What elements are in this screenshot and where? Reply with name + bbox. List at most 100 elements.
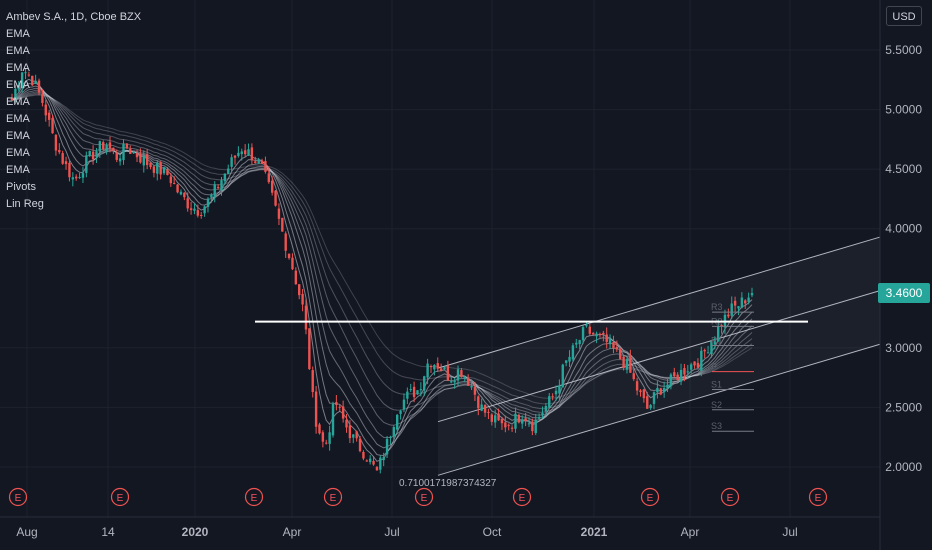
candle-body-25 <box>95 151 98 157</box>
candle-219 <box>750 287 754 298</box>
candle-body-133 <box>460 370 463 377</box>
candle-144 <box>497 408 500 421</box>
candle-194 <box>666 379 669 392</box>
channel-line-1 <box>437 290 881 423</box>
candle-body-87 <box>304 305 308 330</box>
candle-body-3 <box>20 72 24 88</box>
candle-body-159 <box>548 396 551 408</box>
candle-body-112 <box>389 436 392 439</box>
candle-body-39 <box>142 156 145 166</box>
candle-body-16 <box>64 161 68 165</box>
x-tick-4: Jul <box>384 525 399 539</box>
candle-body-119 <box>412 386 416 398</box>
candle-body-63 <box>223 173 227 182</box>
candle-119 <box>412 381 416 403</box>
candle-95 <box>331 401 335 438</box>
candle-body-120 <box>416 390 419 395</box>
symbol-title[interactable]: Ambev S.A., 1D, Cboe BZX <box>6 11 142 23</box>
candle-body-187 <box>642 389 646 399</box>
candle-91 <box>318 422 321 435</box>
candle-body-98 <box>341 406 345 419</box>
x-tick-1: 14 <box>101 525 115 539</box>
candle-body-103 <box>358 438 362 452</box>
indicator-4[interactable]: EMA <box>6 96 30 108</box>
candle-214 <box>733 296 737 312</box>
candle-138 <box>477 395 480 416</box>
candle-body-110 <box>382 457 385 461</box>
candle-body-214 <box>733 300 737 306</box>
candle-body-149 <box>514 413 517 429</box>
candle-79 <box>277 203 281 226</box>
candle-60 <box>213 181 216 203</box>
candle-128 <box>443 366 446 371</box>
candle-body-217 <box>744 300 747 304</box>
indicator-0[interactable]: EMA <box>6 28 30 40</box>
price-axis[interactable]: 5.5000 5.0000 4.5000 4.0000 3.0000 2.5000 2.00… <box>885 43 922 474</box>
candle-75 <box>264 156 267 174</box>
indicator-7[interactable]: EMA <box>6 147 30 159</box>
earnings-marker-3[interactable]: E <box>323 487 343 507</box>
candle-167 <box>575 338 578 349</box>
candle-97 <box>338 404 341 412</box>
candle-31 <box>115 149 118 163</box>
pivot-label-0: R3 <box>711 302 723 312</box>
currency-button[interactable]: USD <box>886 6 922 26</box>
earnings-marker-2[interactable]: E <box>244 487 264 507</box>
earnings-marker-4[interactable]: E <box>414 487 434 507</box>
earnings-marker-5[interactable]: E <box>512 487 532 507</box>
candle-body-75 <box>264 161 267 172</box>
ema-line-4 <box>11 89 753 426</box>
indicator-2[interactable]: EMA <box>6 62 30 74</box>
x-tick-0: Aug <box>16 525 37 539</box>
candle-body-73 <box>257 160 260 164</box>
candle-86 <box>301 288 304 312</box>
candle-body-60 <box>213 184 216 197</box>
candle-body-169 <box>581 327 585 341</box>
candle-body-15 <box>61 153 64 164</box>
ema-line-6 <box>11 92 753 410</box>
candle-190 <box>652 391 656 410</box>
candle-175 <box>602 330 605 342</box>
indicator-3[interactable]: EMA <box>6 79 30 91</box>
ema-line-8 <box>11 94 753 399</box>
candle-body-68 <box>240 151 243 155</box>
x-tick-3: Apr <box>283 525 302 539</box>
indicator-5[interactable]: EMA <box>6 113 30 125</box>
candle-body-158 <box>544 406 548 412</box>
candle-body-84 <box>294 270 298 285</box>
earnings-marker-6[interactable]: E <box>640 487 660 507</box>
candle-24 <box>91 145 95 165</box>
time-axis[interactable]: Aug 14 2020 Apr Jul Oct 2021 Apr Jul <box>16 525 797 539</box>
earnings-marker-8[interactable]: E <box>808 487 828 507</box>
candle-113 <box>392 425 396 441</box>
candle-body-179 <box>615 347 619 350</box>
candle-body-146 <box>504 422 507 428</box>
candle-81 <box>284 231 287 258</box>
earnings-circle-5 <box>512 487 532 507</box>
candle-body-67 <box>237 152 240 156</box>
candle-208 <box>713 336 717 350</box>
earnings-marker-0[interactable]: E <box>8 487 28 507</box>
indicator-9[interactable]: Pivots <box>6 181 36 193</box>
candle-body-71 <box>250 147 254 161</box>
candle-body-22 <box>85 155 88 173</box>
candle-body-86 <box>301 293 304 305</box>
candle-body-203 <box>696 362 700 368</box>
candle-body-185 <box>635 381 639 391</box>
indicator-1[interactable]: EMA <box>6 45 30 57</box>
candle-96 <box>335 395 338 411</box>
candle-136 <box>470 379 473 391</box>
candle-body-26 <box>98 141 102 152</box>
candle-body-70 <box>247 149 250 155</box>
indicator-10[interactable]: Lin Reg <box>6 198 44 210</box>
earnings-marker-1[interactable]: E <box>110 487 130 507</box>
candle-118 <box>409 383 412 392</box>
indicator-6[interactable]: EMA <box>6 130 30 142</box>
indicator-8[interactable]: EMA <box>6 164 30 176</box>
candle-29 <box>108 136 112 153</box>
earnings-marker-7[interactable]: E <box>720 487 740 507</box>
candle-body-115 <box>399 410 402 414</box>
candle-187 <box>642 388 646 403</box>
candle-body-111 <box>385 438 389 455</box>
